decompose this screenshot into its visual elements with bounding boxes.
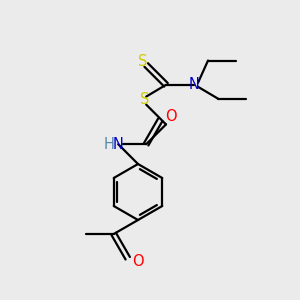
Text: H: H — [103, 137, 114, 152]
Text: O: O — [132, 254, 143, 269]
Text: S: S — [137, 53, 147, 68]
Text: O: O — [165, 110, 177, 124]
Text: N: N — [113, 137, 124, 152]
Text: S: S — [140, 92, 149, 107]
Text: N: N — [189, 77, 200, 92]
